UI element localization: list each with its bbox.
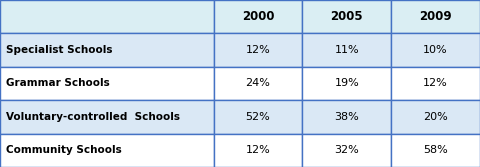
Text: 2005: 2005 (331, 10, 363, 23)
Bar (0, 0, 214, 33)
Bar (302, 67, 391, 100)
Text: 10%: 10% (423, 45, 448, 55)
Bar (302, 0, 391, 33)
Text: 12%: 12% (246, 145, 270, 155)
Bar (0, 100, 214, 134)
Text: Voluntary-controlled  Schools: Voluntary-controlled Schools (6, 112, 180, 122)
Bar (0, 33, 214, 67)
Text: 2009: 2009 (420, 10, 452, 23)
Text: 38%: 38% (335, 112, 359, 122)
Bar (302, 100, 391, 134)
Bar (391, 0, 480, 33)
Text: 32%: 32% (335, 145, 359, 155)
Text: 12%: 12% (423, 78, 448, 89)
Text: 19%: 19% (335, 78, 359, 89)
Bar (214, 100, 302, 134)
Bar (302, 33, 391, 67)
Bar (0, 134, 214, 167)
Bar (391, 100, 480, 134)
Text: 20%: 20% (423, 112, 448, 122)
Bar (0, 67, 214, 100)
Text: 24%: 24% (246, 78, 270, 89)
Bar (214, 67, 302, 100)
Text: Specialist Schools: Specialist Schools (6, 45, 113, 55)
Text: 12%: 12% (246, 45, 270, 55)
Text: 2000: 2000 (242, 10, 274, 23)
Bar (391, 134, 480, 167)
Bar (302, 134, 391, 167)
Bar (391, 33, 480, 67)
Bar (391, 67, 480, 100)
Text: 52%: 52% (246, 112, 270, 122)
Bar (214, 0, 302, 33)
Text: Grammar Schools: Grammar Schools (6, 78, 110, 89)
Text: 58%: 58% (423, 145, 448, 155)
Bar (214, 33, 302, 67)
Bar (214, 134, 302, 167)
Text: Community Schools: Community Schools (6, 145, 122, 155)
Text: 11%: 11% (335, 45, 359, 55)
